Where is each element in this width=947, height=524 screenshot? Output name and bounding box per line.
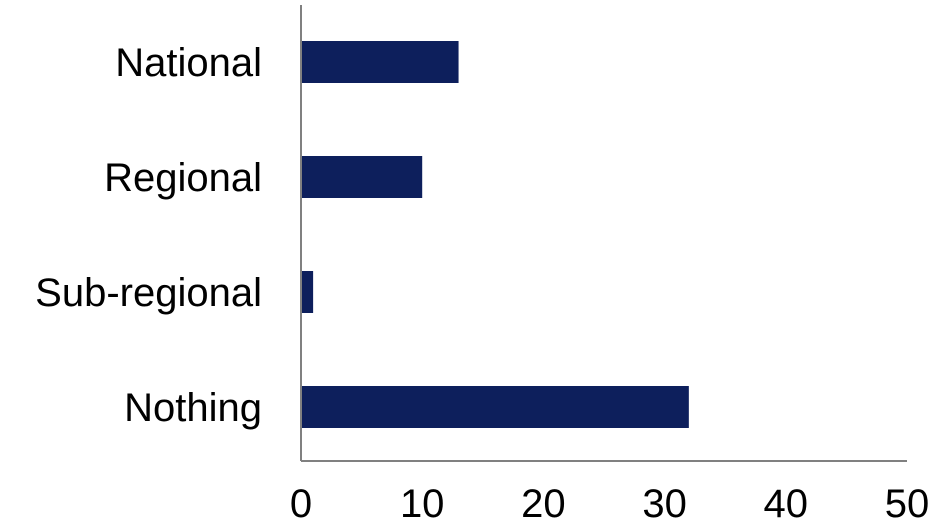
x-tick-label-40: 40 <box>764 482 809 524</box>
category-label-sub-regional: Sub-regional <box>35 271 262 315</box>
x-tick-label-30: 30 <box>642 482 687 524</box>
x-tick-label-20: 20 <box>521 482 566 524</box>
category-label-national: National <box>115 41 262 85</box>
bar-sub-regional <box>302 271 314 313</box>
bar-regional <box>302 156 423 198</box>
bar-nothing <box>302 386 689 428</box>
category-labels: National Regional Sub-regional Nothing <box>35 41 262 430</box>
category-label-nothing: Nothing <box>124 386 262 430</box>
x-tick-label-0: 0 <box>290 482 312 524</box>
x-tick-label-50: 50 <box>885 482 930 524</box>
x-tick-label-10: 10 <box>400 482 445 524</box>
x-tick-labels: 0 10 20 30 40 50 <box>290 482 929 524</box>
bars-group <box>302 41 689 428</box>
category-label-regional: Regional <box>104 156 262 200</box>
bar-national <box>302 41 459 83</box>
